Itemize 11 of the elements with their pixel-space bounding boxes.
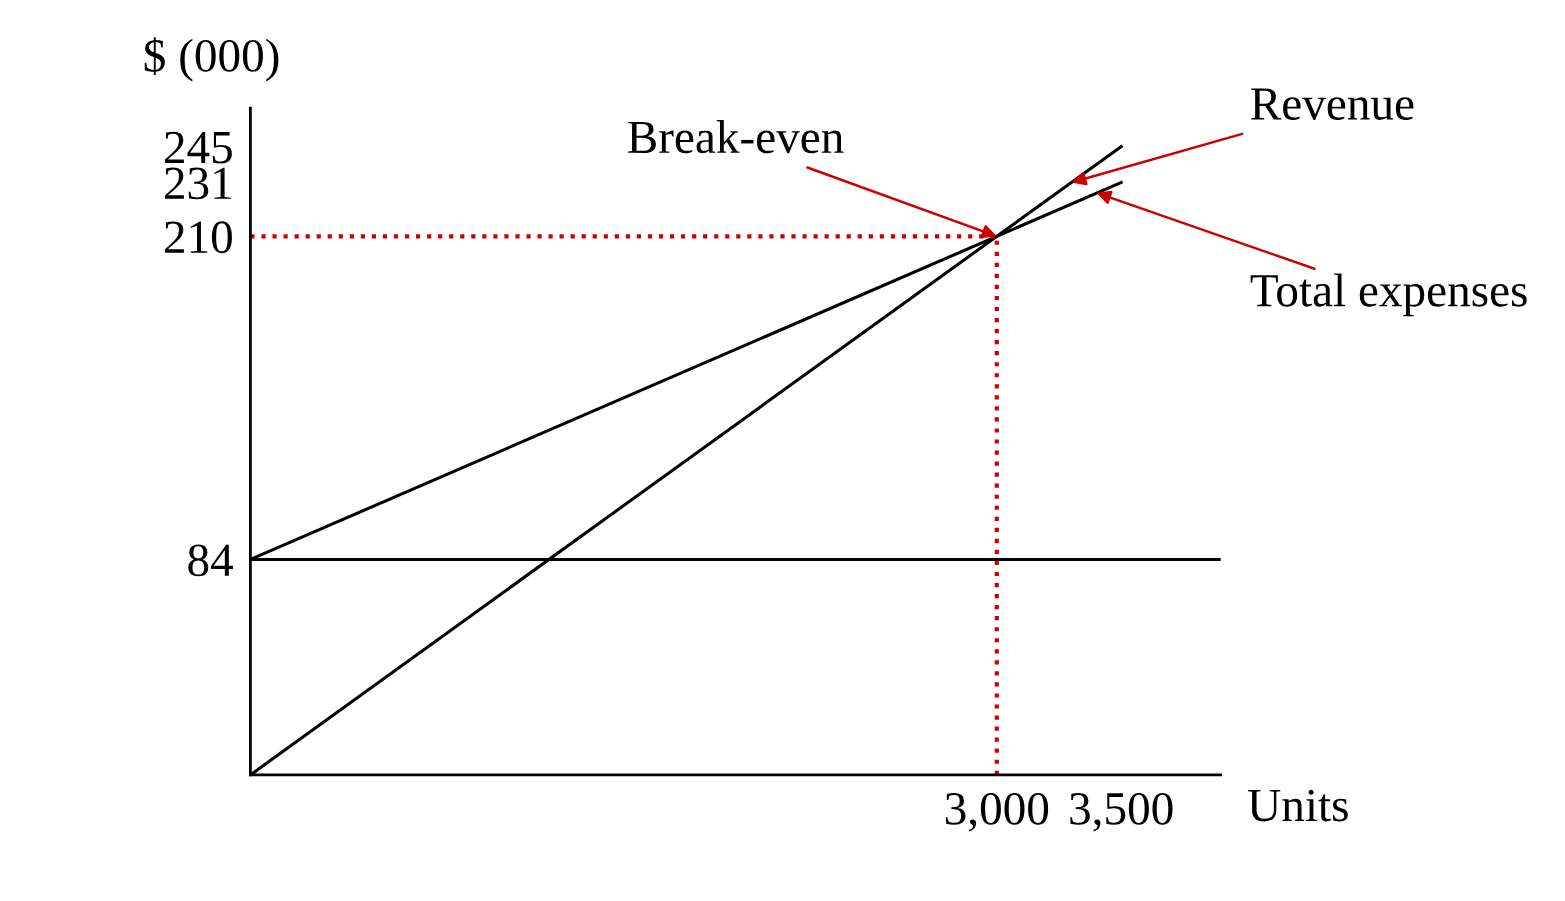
annotation: Total expenses <box>1250 273 1527 317</box>
annotation: Break-even <box>628 120 844 154</box>
x-tick-label: 3,500 <box>1070 792 1173 832</box>
y-tick-label: 245 <box>164 131 232 164</box>
y-axis-title: $ (000) <box>144 37 279 82</box>
y-tick-label: 210 <box>164 221 232 254</box>
annotation: Revenue <box>1251 88 1414 120</box>
x-tick-label: 3,000 <box>945 792 1049 832</box>
y-tick-label: 84 <box>188 544 233 577</box>
y-tick-label: 231 <box>164 167 231 200</box>
x-axis-title: Units <box>1248 789 1348 822</box>
